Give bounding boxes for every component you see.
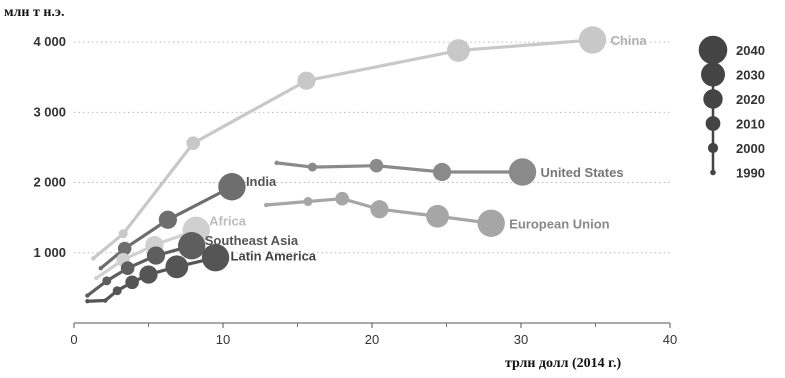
legend-marker xyxy=(705,116,721,131)
data-point-southeast-asia xyxy=(85,293,90,298)
data-point-latin-america xyxy=(165,255,189,279)
data-point-united-states xyxy=(432,162,452,182)
data-point-european-union xyxy=(477,209,505,237)
data-point-southeast-asia xyxy=(102,276,112,286)
data-point-european-union xyxy=(303,197,313,207)
data-point-united-states xyxy=(369,158,384,173)
x-axis-unit-label: трлн долл (2014 г.) xyxy=(505,356,622,371)
legend-year-label: 2000 xyxy=(736,141,765,156)
x-tick-label: 10 xyxy=(216,332,230,347)
series-label-india: India xyxy=(246,174,277,189)
series-label-africa: Africa xyxy=(209,213,247,228)
data-point-china xyxy=(297,71,316,90)
data-point-southeast-asia xyxy=(146,246,166,265)
data-point-china xyxy=(91,256,96,261)
data-point-latin-america xyxy=(139,265,158,284)
legend-year-label: 2020 xyxy=(736,92,765,107)
series-line-africa xyxy=(95,228,197,280)
data-point-china xyxy=(578,26,607,54)
data-point-european-union xyxy=(426,204,449,228)
y-tick-label: 3 000 xyxy=(33,104,66,119)
data-point-india xyxy=(218,173,246,201)
legend-marker xyxy=(703,89,723,109)
data-point-latin-america xyxy=(112,286,122,296)
data-point-european-union xyxy=(264,202,269,208)
y-tick-label: 1 000 xyxy=(33,245,66,260)
y-tick-label: 4 000 xyxy=(33,34,66,49)
data-point-china xyxy=(447,39,470,62)
series-line-india xyxy=(99,185,233,270)
legend-year-label: 2010 xyxy=(736,117,765,132)
data-point-china xyxy=(186,136,200,151)
data-point-china xyxy=(118,229,128,239)
x-tick-label: 20 xyxy=(365,332,379,347)
x-tick-label: 40 xyxy=(663,332,677,347)
data-point-european-union xyxy=(335,191,350,206)
y-tick-label: 2 000 xyxy=(33,175,66,190)
legend-year-label: 1990 xyxy=(736,166,765,181)
data-point-united-states xyxy=(307,162,317,172)
series-label-latin-america: Latin America xyxy=(231,249,317,264)
data-point-united-states xyxy=(274,160,279,166)
series-line-china xyxy=(92,38,593,260)
x-tick-label: 30 xyxy=(514,332,528,347)
data-point-africa xyxy=(94,275,99,281)
legend-year-label: 2040 xyxy=(736,43,765,58)
data-point-latin-america xyxy=(125,275,139,290)
data-point-southeast-asia xyxy=(120,261,135,276)
series-label-southeast-asia: Southeast Asia xyxy=(205,233,299,248)
series-label-china: China xyxy=(611,33,648,48)
data-point-india xyxy=(117,241,132,256)
data-point-latin-america xyxy=(201,243,230,272)
legend-marker xyxy=(698,35,728,65)
data-point-india xyxy=(158,210,177,229)
data-point-southeast-asia xyxy=(178,232,206,260)
series-label-united-states: United States xyxy=(540,165,623,180)
data-point-latin-america xyxy=(103,298,108,303)
legend-year-label: 2030 xyxy=(736,68,765,83)
x-tick-label: 0 xyxy=(70,332,77,347)
data-point-european-union xyxy=(370,200,389,219)
data-point-india xyxy=(98,266,104,271)
legend-marker xyxy=(701,62,725,87)
series-label-european-union: European Union xyxy=(509,216,609,231)
legend-marker xyxy=(710,169,716,176)
y-axis-unit-label: млн т н.э. xyxy=(4,5,65,20)
data-point-united-states xyxy=(508,158,537,186)
data-point-latin-america xyxy=(85,299,90,304)
legend-marker xyxy=(707,142,719,154)
